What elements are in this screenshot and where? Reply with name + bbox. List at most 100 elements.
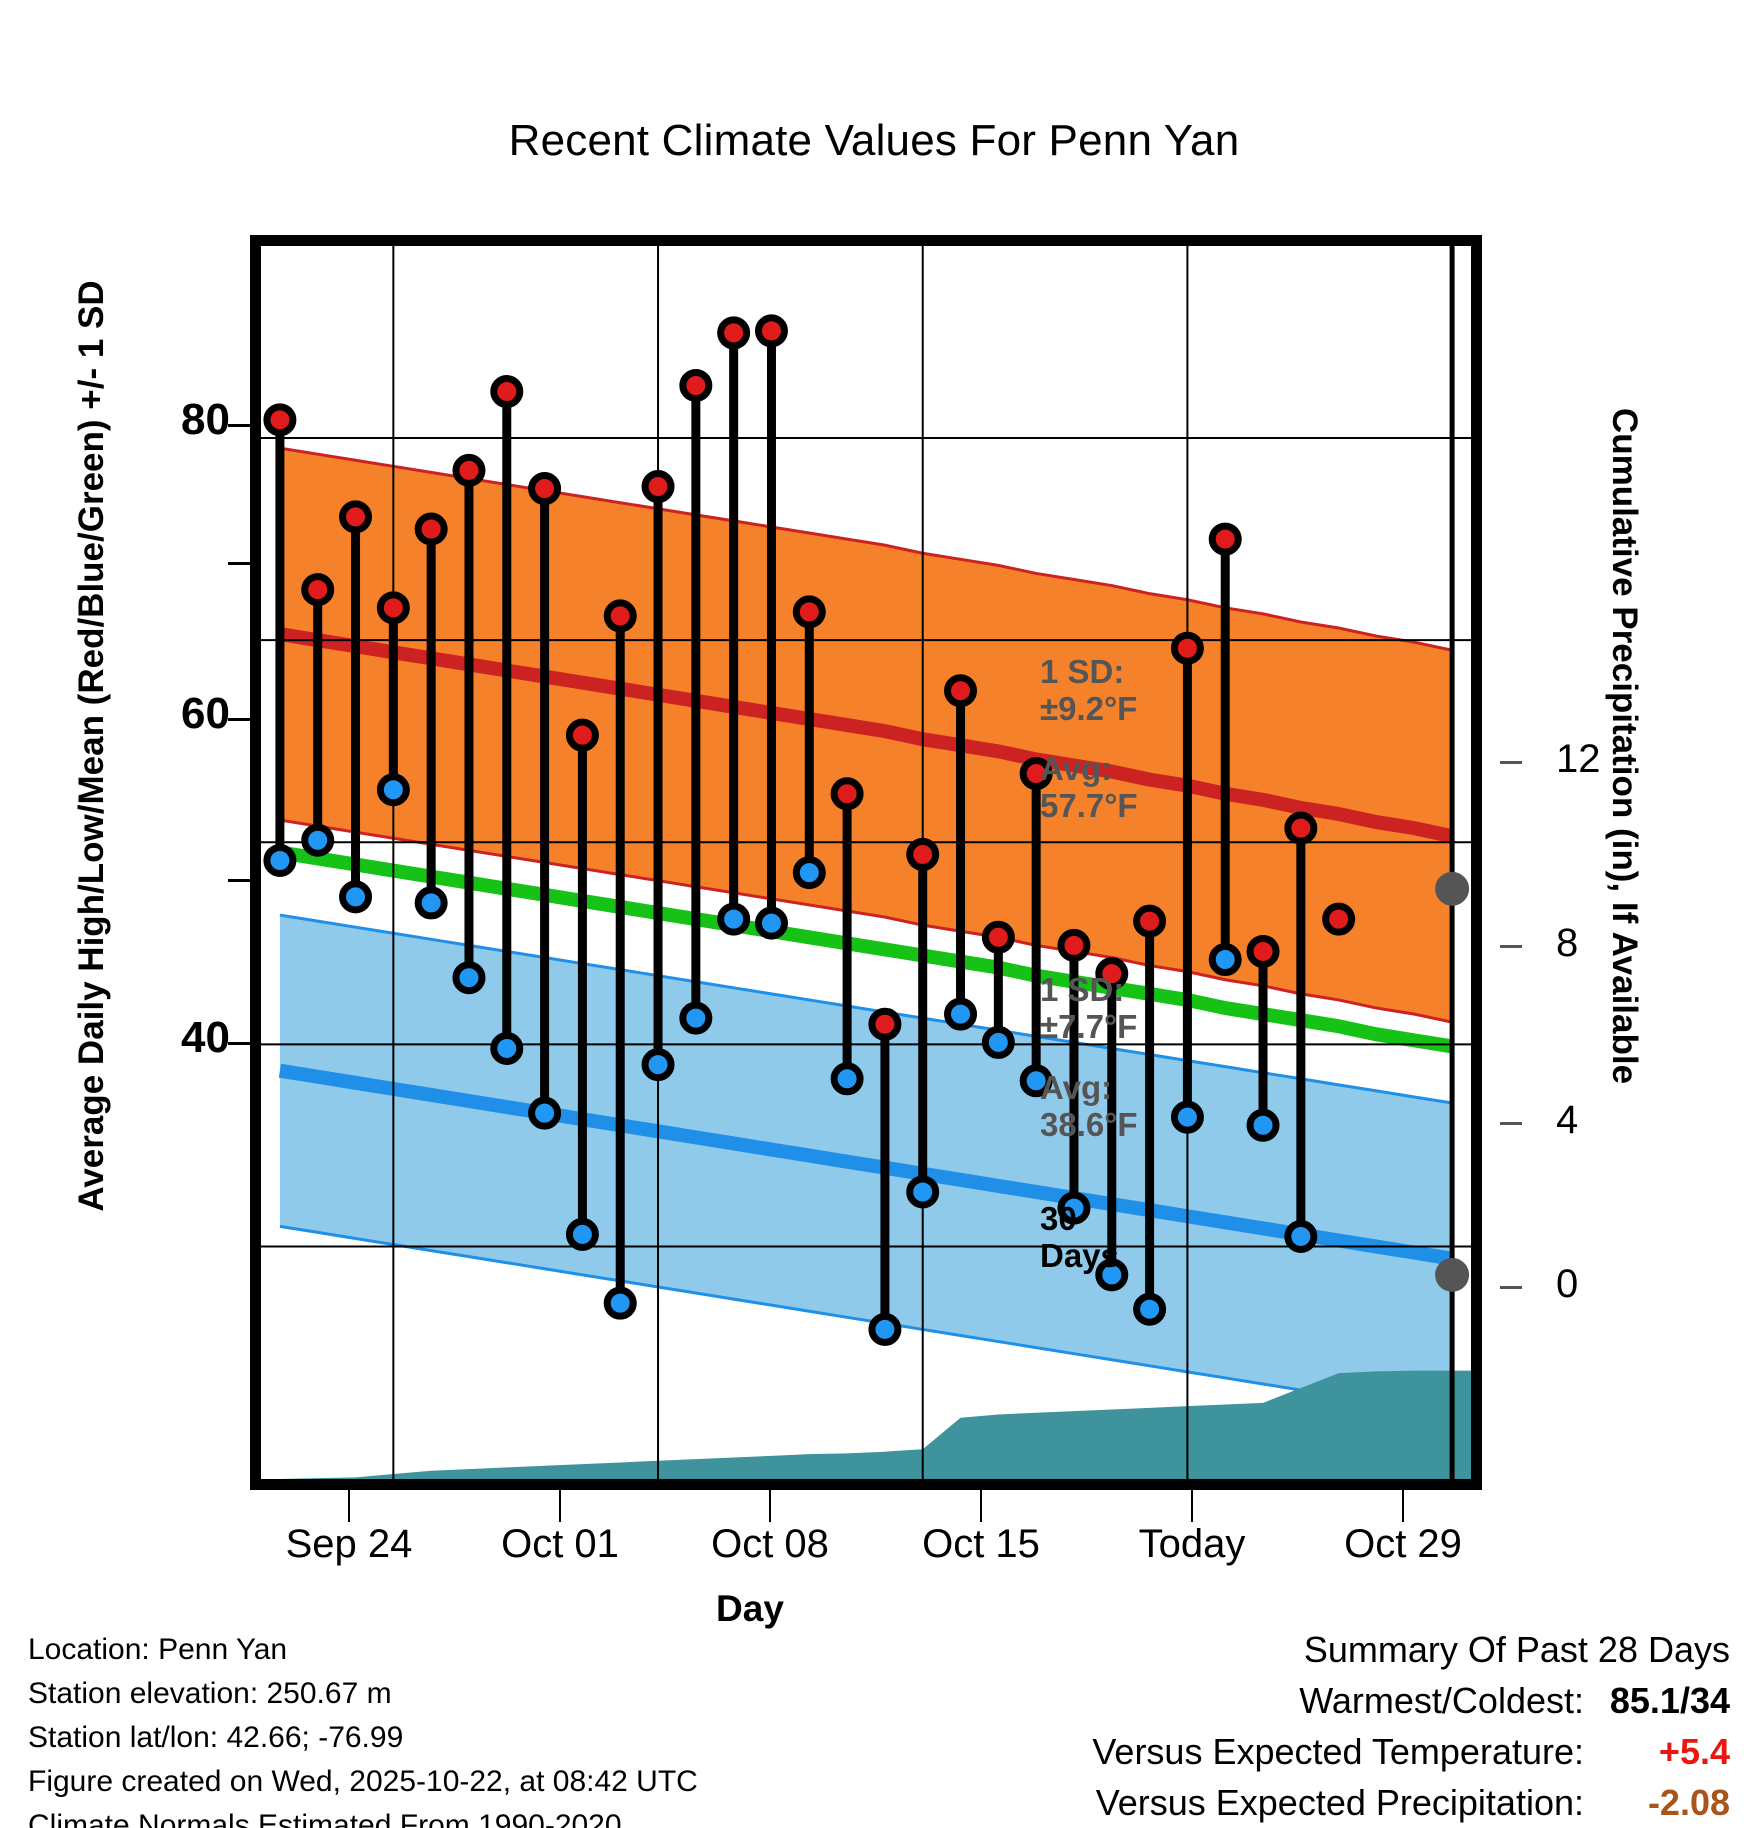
daily-low-marker[interactable] — [339, 880, 373, 914]
daily-low-marker[interactable] — [717, 902, 751, 936]
daily-low-marker[interactable] — [641, 1048, 675, 1082]
x-tick-label-oct-01: Oct 01 — [501, 1522, 619, 1566]
daily-high-marker[interactable] — [717, 316, 751, 350]
daily-low-marker[interactable] — [263, 843, 297, 877]
daily-high-marker[interactable] — [1170, 631, 1204, 665]
metadata-block: Location: Penn Yan Station elevation: 25… — [28, 1628, 698, 1828]
daily-low-marker[interactable] — [1208, 943, 1242, 977]
chart-svg — [261, 246, 1471, 1479]
daily-high-marker[interactable] — [1246, 934, 1280, 968]
daily-high-marker[interactable] — [263, 403, 297, 437]
y-tick-mark-50 — [228, 879, 250, 882]
y-tick-label-60: 60 — [181, 689, 230, 738]
daily-high-marker[interactable] — [1322, 902, 1356, 936]
x-tick-label-oct-29: Oct 29 — [1344, 1522, 1462, 1566]
daily-high-marker[interactable] — [528, 472, 562, 506]
x-tick-label-today: Today — [1138, 1522, 1246, 1566]
y-tick-mark-70 — [228, 562, 250, 565]
daily-high-marker[interactable] — [414, 512, 448, 546]
today-marker-low[interactable] — [1435, 1257, 1470, 1292]
metadata-created: Figure created on Wed, 2025-10-22, at 08… — [28, 1765, 698, 1799]
daily-high-marker[interactable] — [1057, 928, 1091, 962]
daily-high-marker[interactable] — [301, 573, 335, 607]
daily-low-marker[interactable] — [1057, 1191, 1091, 1225]
right-tick-mark-12 — [1500, 761, 1522, 764]
x-tick-mark-sep-24 — [348, 1490, 350, 1522]
right-tick-label-4: 4 — [1556, 1098, 1579, 1142]
daily-low-marker[interactable] — [679, 1001, 713, 1035]
high-climatology-line — [278, 627, 1454, 844]
y-tick-mark-40 — [228, 1042, 250, 1045]
metadata-latlon: Station lat/lon: 42.66; -76.99 — [28, 1721, 404, 1755]
daily-high-marker[interactable] — [906, 837, 940, 871]
summary-row-precipitation: Versus Expected Precipitation: -2.08 — [1092, 1777, 1730, 1828]
summary-heading: Summary Of Past 28 Days — [1303, 1629, 1730, 1670]
daily-low-marker[interactable] — [301, 823, 335, 857]
daily-low-marker[interactable] — [452, 961, 486, 995]
x-tick-label-sep-24: Sep 24 — [285, 1522, 413, 1566]
daily-high-marker[interactable] — [603, 599, 637, 633]
daily-low-marker[interactable] — [565, 1217, 599, 1251]
annotation-high-avg: Avg: 57.7°F — [1040, 750, 1138, 824]
x-tick-label-oct-15: Oct 15 — [922, 1522, 1040, 1566]
daily-high-marker[interactable] — [981, 920, 1015, 954]
daily-high-marker[interactable] — [1095, 957, 1129, 991]
daily-low-marker[interactable] — [792, 856, 826, 890]
low-climatology-line — [278, 1063, 1454, 1266]
annotation-low-avg: Avg: 38.6°F — [1040, 1069, 1138, 1143]
right-tick-label-12: 12 — [1556, 737, 1601, 781]
daily-low-marker[interactable] — [1246, 1108, 1280, 1142]
daily-low-marker[interactable] — [490, 1031, 524, 1065]
daily-high-marker[interactable] — [490, 375, 524, 409]
daily-low-marker[interactable] — [754, 906, 788, 940]
right-tick-mark-0 — [1500, 1286, 1522, 1289]
daily-low-marker[interactable] — [944, 997, 978, 1031]
daily-low-marker[interactable] — [830, 1062, 864, 1096]
summary-value-precipitation: -2.08 — [1647, 1782, 1730, 1824]
daily-high-marker[interactable] — [1208, 522, 1242, 556]
daily-low-marker[interactable] — [603, 1286, 637, 1320]
summary-label-precipitation: Versus Expected Precipitation: — [1095, 1782, 1584, 1824]
right-tick-label-0: 0 — [1556, 1262, 1579, 1306]
daily-high-marker[interactable] — [565, 718, 599, 752]
daily-high-marker[interactable] — [339, 500, 373, 534]
y-tick-label-40: 40 — [181, 1013, 230, 1062]
daily-high-marker[interactable] — [944, 674, 978, 708]
right-tick-mark-4 — [1500, 1122, 1522, 1125]
daily-high-marker[interactable] — [452, 453, 486, 487]
daily-low-marker[interactable] — [376, 773, 410, 807]
y-tick-mark-60 — [228, 718, 250, 721]
daily-high-marker[interactable] — [1019, 757, 1053, 791]
y-tick-label-80: 80 — [181, 395, 230, 444]
daily-high-marker[interactable] — [754, 314, 788, 348]
daily-low-marker[interactable] — [1284, 1219, 1318, 1253]
daily-low-marker[interactable] — [981, 1025, 1015, 1059]
daily-high-marker[interactable] — [792, 595, 826, 629]
daily-high-marker[interactable] — [868, 1007, 902, 1041]
summary-label-warmest-coldest: Warmest/Coldest: — [1299, 1680, 1584, 1722]
x-tick-mark-oct-15 — [980, 1490, 982, 1522]
daily-high-marker[interactable] — [830, 777, 864, 811]
daily-low-marker[interactable] — [868, 1312, 902, 1346]
plot-area: 1 SD: ±9.2°F Avg: 57.7°F 1 SD: ±7.7°F Av… — [250, 235, 1482, 1490]
daily-low-marker[interactable] — [1095, 1258, 1129, 1292]
summary-value-warmest-coldest: 85.1/34 — [1609, 1680, 1730, 1722]
daily-low-marker[interactable] — [906, 1175, 940, 1209]
x-tick-mark-oct-29 — [1402, 1490, 1404, 1522]
daily-low-marker[interactable] — [1133, 1292, 1167, 1326]
daily-high-marker[interactable] — [679, 368, 713, 402]
daily-low-marker[interactable] — [1019, 1064, 1053, 1098]
daily-low-marker[interactable] — [1170, 1100, 1204, 1134]
daily-low-marker[interactable] — [528, 1096, 562, 1130]
right-tick-mark-8 — [1500, 945, 1522, 948]
daily-high-marker[interactable] — [1284, 811, 1318, 845]
today-marker-high[interactable] — [1435, 871, 1470, 906]
daily-low-marker[interactable] — [414, 886, 448, 920]
annotation-low-sd: 1 SD: ±7.7°F — [1040, 971, 1138, 1045]
metadata-elevation: Station elevation: 250.67 m — [28, 1677, 392, 1711]
daily-high-marker[interactable] — [376, 591, 410, 625]
daily-high-marker[interactable] — [641, 470, 675, 504]
summary-row-temperature: Versus Expected Temperature: +5.4 — [1092, 1726, 1730, 1777]
daily-high-marker[interactable] — [1133, 904, 1167, 938]
